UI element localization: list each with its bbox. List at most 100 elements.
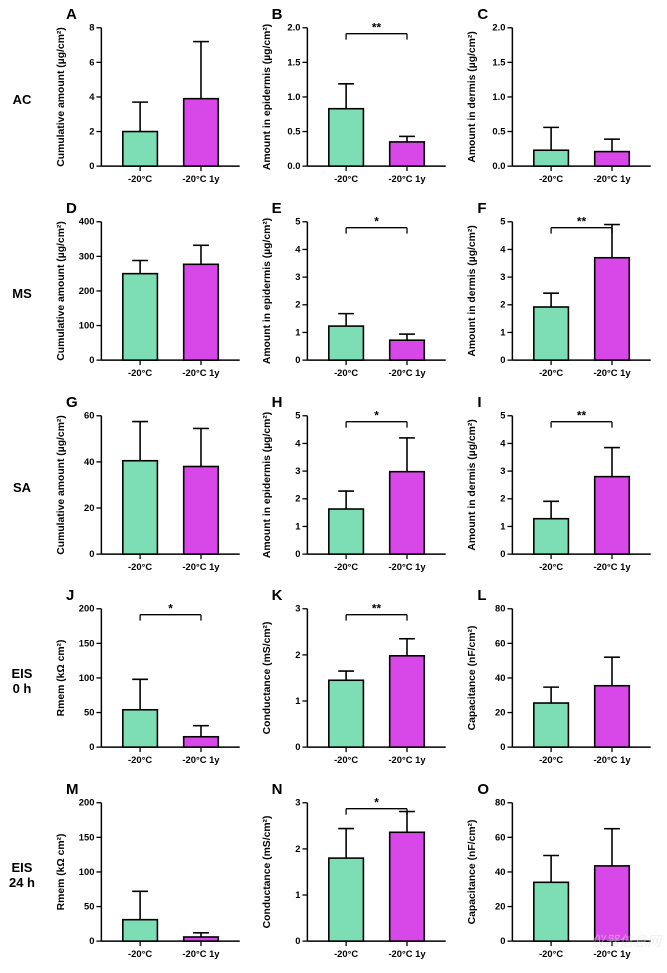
svg-text:6: 6 [89, 57, 94, 67]
panel-letter: I [477, 394, 481, 411]
svg-text:Capacitance (nF/cm²): Capacitance (nF/cm²) [467, 626, 478, 731]
svg-text:1: 1 [295, 521, 300, 531]
svg-text:-20°C: -20°C [334, 562, 358, 572]
panel-letter: B [272, 6, 283, 23]
svg-text:2.0: 2.0 [493, 23, 506, 33]
svg-text:*: * [168, 602, 173, 616]
panel: L020406080Capacitance (nF/cm²)-20°C-20°C… [455, 585, 661, 779]
bar-chart: 0123Conductance (mS/cm²)-20°C-20°C 1y* [254, 783, 452, 971]
svg-text:0: 0 [295, 549, 300, 559]
panel: N0123Conductance (mS/cm²)-20°C-20°C 1y* [250, 779, 456, 973]
svg-text:Amount in epidermis (µg/cm²): Amount in epidermis (µg/cm²) [261, 24, 272, 170]
svg-text:0: 0 [501, 355, 506, 365]
svg-text:0: 0 [501, 742, 506, 752]
svg-text:-20°C: -20°C [334, 368, 358, 378]
svg-text:*: * [374, 408, 379, 422]
svg-text:-20°C: -20°C [128, 368, 152, 378]
svg-text:*: * [374, 796, 379, 810]
row-label: SA [0, 392, 44, 586]
svg-text:0: 0 [295, 742, 300, 752]
svg-text:-20°C 1y: -20°C 1y [388, 174, 426, 184]
svg-text:0.0: 0.0 [493, 161, 506, 171]
panel: J050100150200Rmem (kΩ cm²)-20°C-20°C 1y* [44, 585, 250, 779]
svg-text:2: 2 [295, 844, 300, 854]
svg-text:Capacitance (nF/cm²): Capacitance (nF/cm²) [467, 820, 478, 925]
bar-chart: 0204060Cumulative amount (µg/cm²)-20°C-2… [48, 396, 246, 584]
panel: G0204060Cumulative amount (µg/cm²)-20°C-… [44, 392, 250, 586]
svg-text:20: 20 [495, 708, 505, 718]
svg-text:*: * [374, 215, 379, 229]
svg-text:**: ** [372, 21, 382, 35]
svg-text:-20°C 1y: -20°C 1y [182, 562, 220, 572]
bar-chart: 0.00.51.01.52.0Amount in dermis (µg/cm²)… [459, 8, 657, 196]
svg-text:2: 2 [89, 127, 94, 137]
svg-text:100: 100 [79, 320, 95, 330]
svg-text:150: 150 [79, 832, 95, 842]
panel-letter: K [272, 587, 283, 604]
panel: E012345Amount in epidermis (µg/cm²)-20°C… [250, 198, 456, 392]
svg-text:40: 40 [495, 867, 505, 877]
svg-text:2: 2 [295, 493, 300, 503]
svg-text:-20°C 1y: -20°C 1y [594, 562, 632, 572]
svg-text:150: 150 [79, 639, 95, 649]
svg-text:**: ** [577, 215, 587, 229]
svg-text:3: 3 [295, 798, 300, 808]
panel-letter: L [477, 587, 486, 604]
svg-text:1: 1 [295, 696, 300, 706]
svg-text:0: 0 [501, 549, 506, 559]
svg-text:Amount in epidermis (µg/cm²): Amount in epidermis (µg/cm²) [261, 411, 272, 557]
svg-text:0.5: 0.5 [287, 127, 300, 137]
svg-text:-20°C: -20°C [128, 174, 152, 184]
svg-text:2: 2 [501, 493, 506, 503]
svg-text:0: 0 [89, 549, 94, 559]
panel: M050100150200Rmem (kΩ cm²)-20°C-20°C 1y [44, 779, 250, 973]
svg-text:Rmem (kΩ cm²): Rmem (kΩ cm²) [56, 834, 67, 911]
svg-text:80: 80 [495, 798, 505, 808]
bar-chart: 0123Conductance (mS/cm²)-20°C-20°C 1y** [254, 589, 452, 777]
panel: A02468Cumulative amount (µg/cm²)-20°C-20… [44, 4, 250, 198]
svg-text:**: ** [577, 408, 587, 422]
svg-text:Conductance (mS/cm²): Conductance (mS/cm²) [261, 816, 272, 929]
svg-text:40: 40 [84, 456, 94, 466]
svg-text:50: 50 [84, 902, 94, 912]
svg-text:-20°C: -20°C [128, 755, 152, 765]
bar-chart: 012345Amount in epidermis (µg/cm²)-20°C-… [254, 396, 452, 584]
svg-text:1: 1 [295, 890, 300, 900]
svg-text:-20°C: -20°C [539, 562, 563, 572]
svg-text:4: 4 [295, 244, 301, 254]
bar-chart: 02468Cumulative amount (µg/cm²)-20°C-20°… [48, 8, 246, 196]
panel-letter: H [272, 394, 283, 411]
bar-chart: 0.00.51.01.52.0Amount in epidermis (µg/c… [254, 8, 452, 196]
panel: B0.00.51.01.52.0Amount in epidermis (µg/… [250, 4, 456, 198]
svg-text:-20°C: -20°C [539, 368, 563, 378]
panel-letter: M [66, 781, 79, 798]
svg-text:80: 80 [495, 604, 505, 614]
svg-text:0: 0 [89, 742, 94, 752]
svg-text:200: 200 [79, 604, 95, 614]
panel-letter: D [66, 200, 77, 217]
panel-letter: C [477, 6, 488, 23]
svg-text:8: 8 [89, 23, 94, 33]
svg-text:0: 0 [295, 936, 300, 946]
bar-chart: 012345Amount in dermis (µg/cm²)-20°C-20°… [459, 202, 657, 390]
svg-text:200: 200 [79, 798, 95, 808]
svg-text:-20°C: -20°C [334, 949, 358, 959]
svg-text:-20°C: -20°C [128, 949, 152, 959]
svg-text:-20°C 1y: -20°C 1y [182, 368, 220, 378]
svg-text:Rmem (kΩ cm²): Rmem (kΩ cm²) [56, 640, 67, 717]
svg-text:0: 0 [89, 355, 94, 365]
panel-letter: J [66, 587, 74, 604]
svg-text:1: 1 [501, 521, 506, 531]
svg-text:**: ** [372, 602, 382, 616]
svg-text:4: 4 [501, 438, 507, 448]
figure-grid: ACA02468Cumulative amount (µg/cm²)-20°C-… [0, 0, 667, 957]
svg-text:20: 20 [495, 902, 505, 912]
panel: F012345Amount in dermis (µg/cm²)-20°C-20… [455, 198, 661, 392]
svg-text:Cumulative amount (µg/cm²): Cumulative amount (µg/cm²) [56, 27, 67, 167]
svg-text:1: 1 [501, 327, 506, 337]
panel: K0123Conductance (mS/cm²)-20°C-20°C 1y** [250, 585, 456, 779]
svg-text:-20°C 1y: -20°C 1y [594, 174, 632, 184]
svg-text:5: 5 [501, 410, 506, 420]
svg-text:60: 60 [84, 410, 94, 420]
panel: C0.00.51.01.52.0Amount in dermis (µg/cm²… [455, 4, 661, 198]
